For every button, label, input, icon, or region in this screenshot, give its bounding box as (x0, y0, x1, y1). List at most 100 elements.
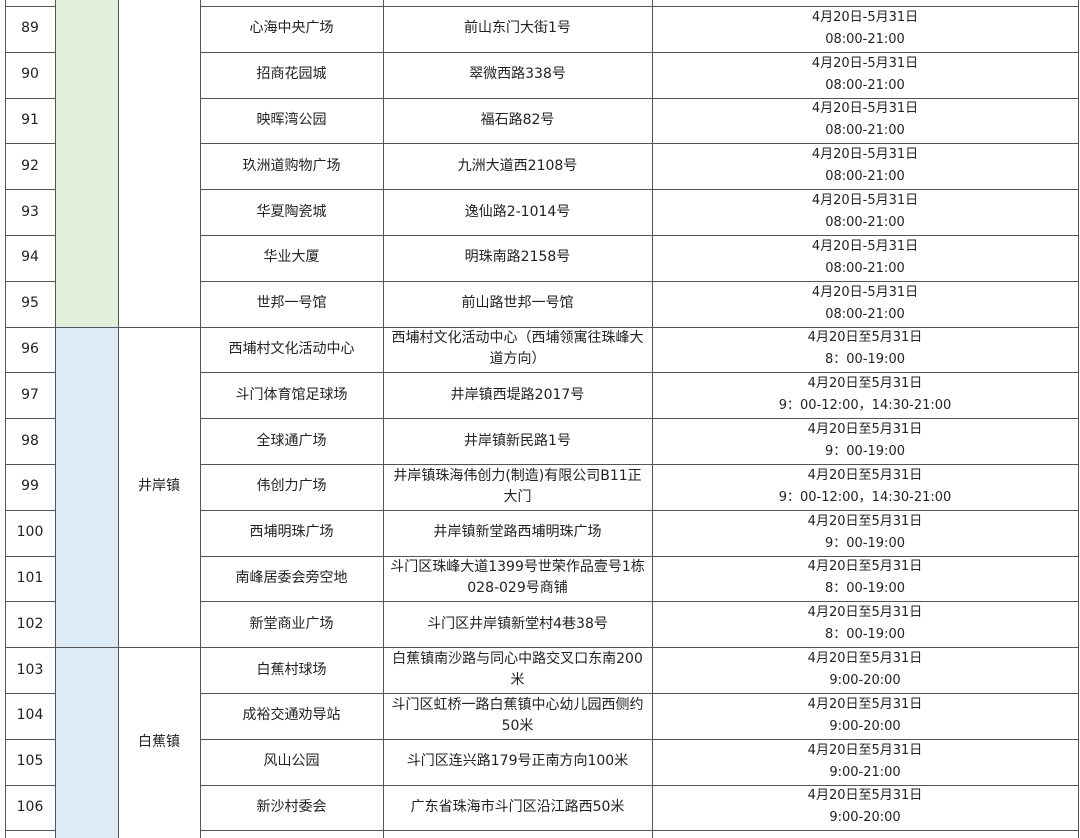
site-name: 映晖湾公园 (256, 111, 327, 128)
grid-line (5, 418, 55, 419)
time-cell: 4月20日-5月31日 08:00-21:00 (652, 98, 1078, 144)
grid-line (200, 739, 1078, 740)
address: 斗门区井岸镇新堂村4巷38号 (427, 615, 608, 632)
time-cell: 4月20日至5月31日 9:00-21:00 (652, 739, 1078, 785)
grid-line (5, 601, 55, 602)
grid-line (200, 785, 1078, 786)
address: 斗门区虹桥一路白蕉镇中心幼儿园西侧约50米 (391, 696, 644, 734)
address: 前山东门大街1号 (464, 20, 571, 37)
address: 前山路世邦一号馆 (461, 295, 574, 312)
date-range: 4月20日至5月31日 (807, 376, 923, 392)
grid-line (5, 189, 55, 190)
hours: 08:00-21:00 (825, 77, 905, 93)
row-number: 94 (21, 249, 39, 266)
date-range: 4月20日至5月31日 (807, 788, 923, 804)
row-number: 103 (16, 661, 44, 678)
grid-line (5, 556, 55, 557)
address: 井岸镇新民路1号 (464, 432, 571, 449)
address: 翠微西路338号 (469, 66, 566, 83)
site-name: 西埔明珠广场 (249, 524, 334, 541)
row-number: 106 (16, 798, 44, 815)
date-range: 4月20日至5月31日 (807, 330, 923, 346)
date-range: 4月20日-5月31日 (811, 147, 919, 163)
address: 广东省珠海市斗门区沿江路西50米 (410, 798, 625, 815)
grid-line (5, 52, 55, 53)
grid-line (5, 235, 55, 236)
hours: 9：00-12:00，14:30-21:00 (778, 489, 952, 505)
grid-line (1078, 0, 1079, 838)
hours: 08:00-21:00 (825, 306, 905, 322)
site-name: 华夏陶瓷城 (256, 203, 327, 220)
grid-line (200, 52, 1078, 53)
site-name: 华业大厦 (263, 249, 320, 266)
site-name: 玖洲道购物广场 (242, 157, 341, 174)
grid-line (5, 510, 55, 511)
site-name: 心海中央广场 (249, 20, 334, 37)
grid-line (5, 785, 55, 786)
address: 斗门区连兴路179号正南方向100米 (406, 753, 629, 770)
row-number: 97 (21, 386, 39, 403)
date-range: 4月20日-5月31日 (811, 193, 919, 209)
time-cell: 4月20日至5月31日 8：00-19:00 (652, 327, 1078, 373)
address: 白蕉镇南沙路与同心中路交叉口东南200米 (392, 651, 643, 689)
hours: 8：00-19:00 (825, 352, 905, 368)
hours: 9:00-20:00 (829, 810, 901, 826)
date-range: 4月20日至5月31日 (807, 422, 923, 438)
grid-line (200, 693, 1078, 694)
row-number: 90 (21, 66, 39, 83)
address: 福石路82号 (480, 111, 555, 128)
grid-line (200, 235, 1078, 236)
date-range: 4月20日-5月31日 (811, 238, 919, 254)
hours: 9：00-19:00 (825, 535, 905, 551)
time-cell: 4月20日至5月31日 8：00-19:00 (652, 601, 1078, 647)
hours: 08:00-21:00 (825, 260, 905, 276)
date-range: 4月20日至5月31日 (807, 467, 923, 483)
grid-line (5, 372, 55, 373)
row-number: 92 (21, 157, 39, 174)
town-name: 井岸镇 (138, 478, 180, 495)
time-cell: 4月20日-5月31日 08:00-21:00 (652, 189, 1078, 235)
grid-line (200, 6, 1078, 7)
grid-line (5, 739, 55, 740)
grid-line (55, 327, 200, 328)
grid-line (55, 327, 118, 328)
row-number: 95 (21, 295, 39, 312)
grid-line (200, 143, 1078, 144)
hours: 08:00-21:00 (825, 31, 905, 47)
grid-line (5, 98, 55, 99)
grid-line (200, 830, 1078, 831)
time-cell: 4月20日至5月31日 9:00-20:00 (652, 693, 1078, 739)
row-number: 96 (21, 340, 39, 357)
hours: 08:00-21:00 (825, 215, 905, 231)
site-name: 伟创力广场 (256, 478, 327, 495)
grid-line (5, 0, 6, 838)
grid-line (55, 0, 56, 838)
district-cell (55, 0, 118, 326)
hours: 9：00-12:00，14:30-21:00 (778, 398, 952, 414)
time-cell: 4月20日至5月31日 9:00-20:00 (652, 647, 1078, 693)
time-cell: 4月20日-5月31日 08:00-21:00 (652, 235, 1078, 281)
hours: 9:00-20:00 (829, 673, 901, 689)
grid-line (5, 464, 55, 465)
row-number: 98 (21, 432, 39, 449)
hours: 8：00-19:00 (825, 581, 905, 597)
site-name: 招商花园城 (256, 66, 327, 83)
grid-line (200, 647, 1078, 648)
district-cell (55, 326, 118, 838)
grid-line (200, 327, 1078, 328)
grid-line (652, 0, 653, 838)
grid-line (200, 464, 1078, 465)
hours: 9:00-21:00 (829, 764, 901, 780)
hours: 9:00-20:00 (829, 718, 901, 734)
address: 井岸镇新堂路西埔明珠广场 (433, 524, 602, 541)
grid-line (55, 647, 200, 648)
grid-line (5, 143, 55, 144)
row-number: 101 (16, 569, 44, 586)
date-range: 4月20日至5月31日 (807, 605, 923, 621)
time-cell: 4月20日至5月31日 9：00-19:00 (652, 510, 1078, 556)
address: 逸仙路2-1014号 (464, 203, 571, 220)
date-range: 4月20日至5月31日 (807, 559, 923, 575)
site-name: 成裕交通劝导站 (242, 707, 341, 724)
time-cell: 4月20日至5月31日 9：00-12:00，14:30-21:00 (652, 464, 1078, 510)
